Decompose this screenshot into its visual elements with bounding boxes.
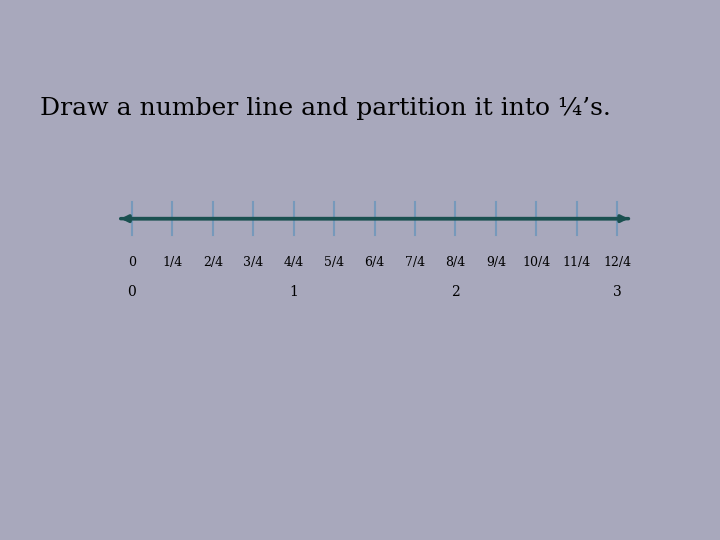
Text: 0: 0 [127, 285, 136, 299]
Text: 5/4: 5/4 [324, 256, 344, 269]
Text: 2/4: 2/4 [203, 256, 222, 269]
Text: 0: 0 [128, 256, 136, 269]
Text: 3: 3 [613, 285, 621, 299]
Text: 7/4: 7/4 [405, 256, 425, 269]
Text: Draw a number line and partition it into ¼’s.: Draw a number line and partition it into… [40, 97, 611, 120]
Text: 2: 2 [451, 285, 460, 299]
Text: 12/4: 12/4 [603, 256, 631, 269]
Text: 1: 1 [289, 285, 298, 299]
Text: 3/4: 3/4 [243, 256, 264, 269]
Text: 10/4: 10/4 [522, 256, 551, 269]
Text: 11/4: 11/4 [563, 256, 591, 269]
Text: 8/4: 8/4 [446, 256, 466, 269]
Text: 1/4: 1/4 [162, 256, 182, 269]
Text: 6/4: 6/4 [364, 256, 384, 269]
Text: 9/4: 9/4 [486, 256, 506, 269]
Text: 4/4: 4/4 [284, 256, 304, 269]
